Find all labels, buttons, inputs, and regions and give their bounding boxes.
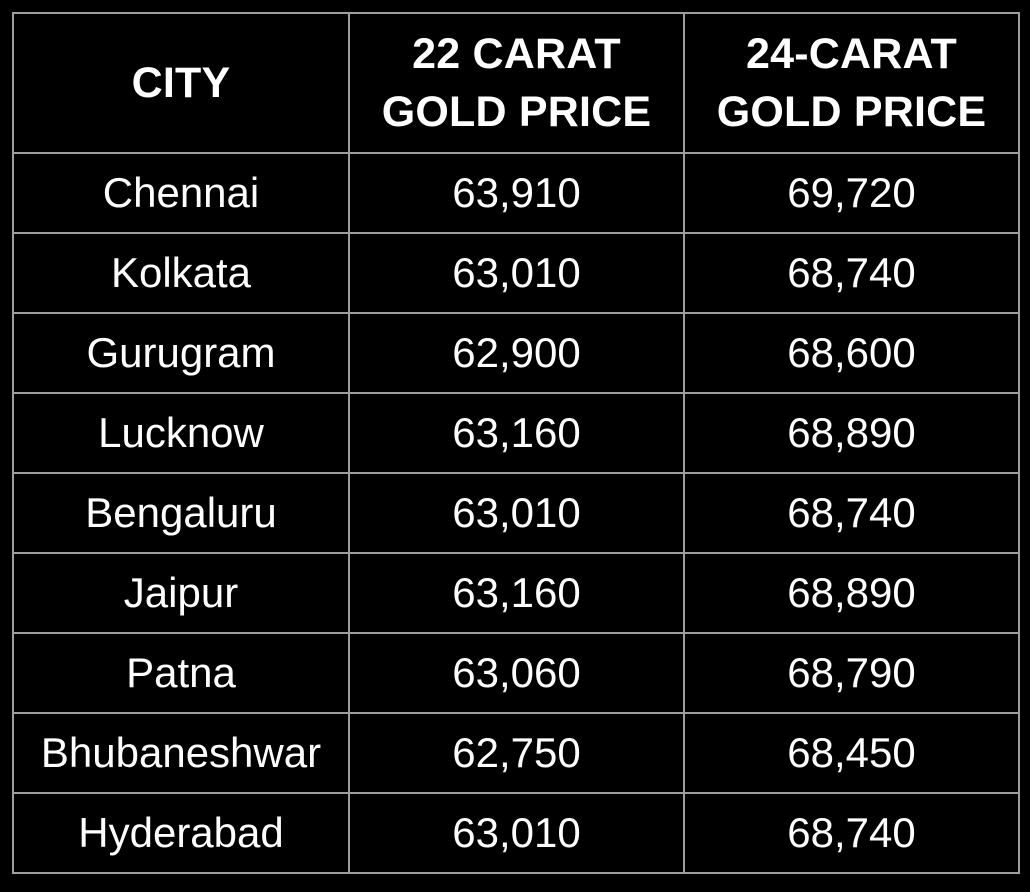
table-row: Chennai 63,910 69,720 xyxy=(12,152,1020,234)
table-row: Jaipur 63,160 68,890 xyxy=(12,552,1020,634)
price-22-carat-cell: 63,910 xyxy=(348,152,685,234)
table-header: CITY 22 CARAT GOLD PRICE 24-CARAT GOLD P… xyxy=(12,12,1020,154)
price-24-carat-cell: 68,740 xyxy=(683,792,1020,874)
header-22-carat-line-1: 22 CARAT xyxy=(412,30,621,78)
table-row: Patna 63,060 68,790 xyxy=(12,632,1020,714)
price-24-carat-cell: 68,790 xyxy=(683,632,1020,714)
price-22-carat-cell: 63,060 xyxy=(348,632,685,714)
price-22-carat-cell: 63,160 xyxy=(348,392,685,474)
price-22-carat-cell: 63,010 xyxy=(348,232,685,314)
table-row: Kolkata 63,010 68,740 xyxy=(12,232,1020,314)
header-24-carat-line-1: 24-CARAT xyxy=(745,30,958,78)
table-body: Chennai 63,910 69,720 Kolkata 63,010 68,… xyxy=(12,152,1020,874)
price-22-carat-cell: 63,010 xyxy=(348,792,685,874)
table-row: Hyderabad 63,010 68,740 xyxy=(12,792,1020,874)
city-cell: Hyderabad xyxy=(12,792,350,874)
city-cell: Patna xyxy=(12,632,350,714)
city-cell: Bhubaneshwar xyxy=(12,712,350,794)
price-24-carat-cell: 68,890 xyxy=(683,552,1020,634)
city-cell: Kolkata xyxy=(12,232,350,314)
city-cell: Jaipur xyxy=(12,552,350,634)
header-24-carat-line-2: GOLD PRICE xyxy=(716,88,987,136)
price-22-carat-cell: 62,900 xyxy=(348,312,685,394)
table-row: Gurugram 62,900 68,600 xyxy=(12,312,1020,394)
table-row: Bhubaneshwar 62,750 68,450 xyxy=(12,712,1020,794)
price-24-carat-cell: 68,600 xyxy=(683,312,1020,394)
price-24-carat-cell: 69,720 xyxy=(683,152,1020,234)
city-cell: Chennai xyxy=(12,152,350,234)
price-24-carat-cell: 68,450 xyxy=(683,712,1020,794)
header-24-carat: 24-CARAT GOLD PRICE xyxy=(683,12,1020,154)
header-row: CITY 22 CARAT GOLD PRICE 24-CARAT GOLD P… xyxy=(12,12,1020,154)
price-22-carat-cell: 63,010 xyxy=(348,472,685,554)
table-row: Lucknow 63,160 68,890 xyxy=(12,392,1020,474)
table-row: Bengaluru 63,010 68,740 xyxy=(12,472,1020,554)
price-22-carat-cell: 63,160 xyxy=(348,552,685,634)
city-cell: Bengaluru xyxy=(12,472,350,554)
gold-price-table: CITY 22 CARAT GOLD PRICE 24-CARAT GOLD P… xyxy=(12,12,1020,874)
header-22-carat: 22 CARAT GOLD PRICE xyxy=(348,12,685,154)
city-cell: Gurugram xyxy=(12,312,350,394)
price-24-carat-cell: 68,890 xyxy=(683,392,1020,474)
header-city-label: CITY xyxy=(131,59,231,107)
header-22-carat-line-2: GOLD PRICE xyxy=(381,88,652,136)
price-24-carat-cell: 68,740 xyxy=(683,472,1020,554)
price-22-carat-cell: 62,750 xyxy=(348,712,685,794)
price-24-carat-cell: 68,740 xyxy=(683,232,1020,314)
header-city: CITY xyxy=(12,12,350,154)
city-cell: Lucknow xyxy=(12,392,350,474)
